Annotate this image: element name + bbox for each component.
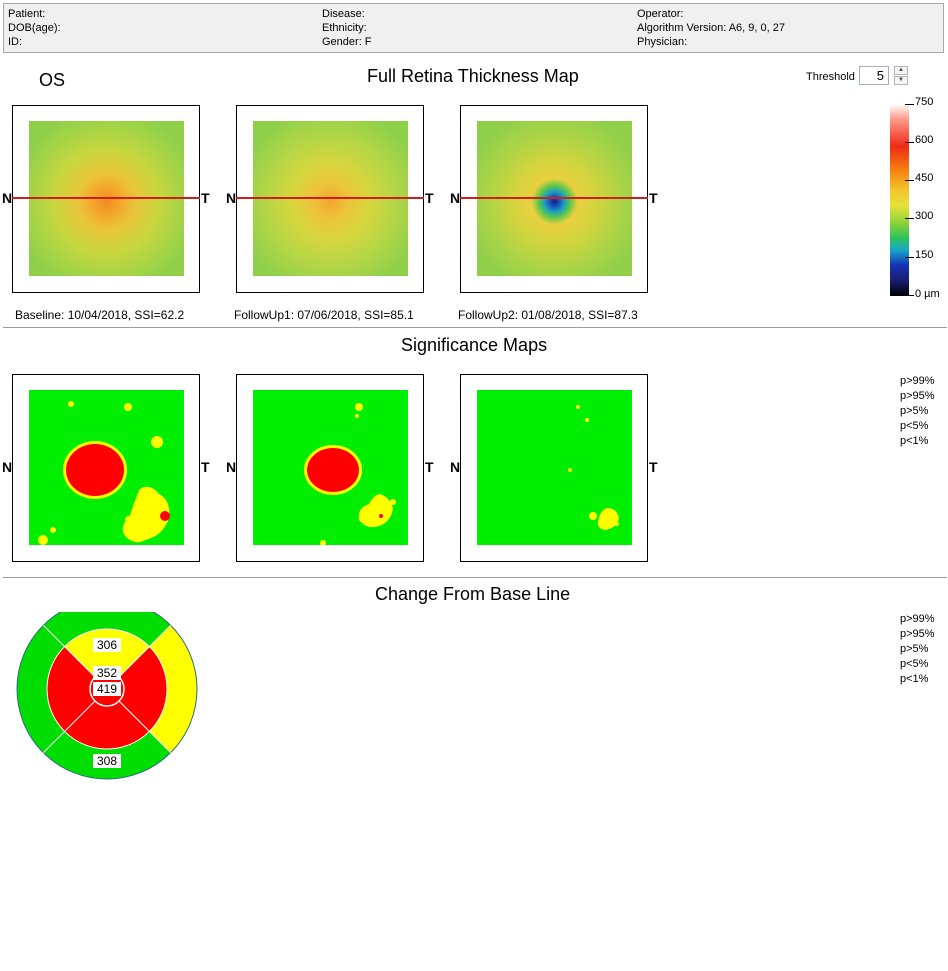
colorbar-label: 750	[915, 96, 934, 108]
legend-item: p>95%	[900, 628, 935, 640]
colorbar-tick	[905, 218, 914, 219]
nasal-label: N	[2, 459, 13, 475]
scan-caption-followup1: FollowUp1: 07/06/2018, SSI=85.1	[234, 308, 414, 322]
physician-label: Physician:	[637, 36, 688, 48]
temporal-label: T	[201, 190, 210, 206]
colorbar-tick	[905, 142, 914, 143]
legend-item: p<5%	[900, 658, 929, 670]
colorbar-tick	[905, 295, 914, 296]
nasal-label: N	[226, 190, 237, 206]
threshold-label: Threshold	[806, 71, 855, 83]
thickness-map-baseline[interactable]	[12, 105, 200, 293]
etdrs-grid-baseline[interactable]: 306 352 419 308	[8, 598, 206, 810]
scan-line	[12, 197, 200, 199]
scan-line	[460, 197, 648, 199]
colorbar-tick	[905, 104, 914, 105]
temporal-label: T	[649, 190, 658, 206]
colorbar-label: 150	[915, 249, 934, 261]
significance-map-followup1[interactable]	[236, 374, 424, 562]
significance-map-baseline[interactable]	[12, 374, 200, 562]
temporal-label: T	[425, 459, 434, 475]
legend-item: p>5%	[900, 643, 929, 655]
algorithm-label: Algorithm Version: A6, 9, 0, 27	[637, 22, 785, 34]
divider	[3, 577, 947, 578]
legend-item: p<1%	[900, 673, 929, 685]
threshold-up-button[interactable]: ▲	[894, 66, 908, 75]
scan-caption-baseline: Baseline: 10/04/2018, SSI=62.2	[15, 308, 185, 322]
operator-label: Operator:	[637, 8, 684, 20]
legend-item: p>95%	[900, 390, 935, 402]
significance-heatmap	[477, 390, 632, 545]
inner-superior-value: 352	[97, 666, 117, 680]
outer-superior-value: 306	[97, 638, 117, 652]
threshold-down-button[interactable]: ▼	[894, 76, 908, 85]
colorbar-label: 600	[915, 134, 934, 146]
patient-label: Patient:	[8, 8, 46, 20]
change-from-baseline-title: Change From Base Line	[375, 584, 571, 604]
thickness-map-title: Full Retina Thickness Map	[367, 66, 579, 86]
thickness-map-followup2[interactable]	[460, 105, 648, 293]
legend-item: p<5%	[900, 420, 929, 432]
legend-item: p>99%	[900, 375, 935, 387]
scan-line	[236, 197, 424, 199]
threshold-input[interactable]: 5	[859, 66, 889, 85]
scan-caption-followup2: FollowUp2: 01/08/2018, SSI=87.3	[458, 308, 638, 322]
center-value: 419	[97, 682, 117, 696]
colorbar-tick	[905, 257, 914, 258]
colorbar-tick	[905, 180, 914, 181]
eye-label: OS	[39, 70, 66, 90]
gender-label: Gender: F	[322, 36, 372, 48]
significance-map-followup2[interactable]	[460, 374, 648, 562]
divider	[3, 327, 947, 328]
disease-label: Disease:	[322, 8, 365, 20]
thickness-map-followup1[interactable]	[236, 105, 424, 293]
nasal-label: N	[450, 459, 461, 475]
dob-label: DOB(age):	[8, 22, 61, 34]
legend-item: p>99%	[900, 613, 935, 625]
colorbar-label: 450	[915, 172, 934, 184]
nasal-label: N	[450, 190, 461, 206]
colorbar-label: 0 µm	[915, 288, 940, 300]
temporal-label: T	[201, 459, 210, 475]
thickness-colorbar	[890, 104, 909, 296]
nasal-label: N	[226, 459, 237, 475]
significance-heatmap	[29, 390, 184, 545]
temporal-label: T	[425, 190, 434, 206]
legend-item: p>5%	[900, 405, 929, 417]
outer-inferior-value: 308	[97, 754, 117, 768]
ethnicity-label: Ethnicity:	[322, 22, 367, 34]
id-label: ID:	[8, 36, 23, 48]
patient-info-header: Patient: DOB(age): ID: Disease: Ethnicit…	[3, 3, 944, 53]
colorbar-label: 300	[915, 210, 934, 222]
legend-item: p<1%	[900, 435, 929, 447]
significance-heatmap	[253, 390, 408, 545]
significance-maps-title: Significance Maps	[401, 335, 548, 355]
nasal-label: N	[2, 190, 13, 206]
temporal-label: T	[649, 459, 658, 475]
